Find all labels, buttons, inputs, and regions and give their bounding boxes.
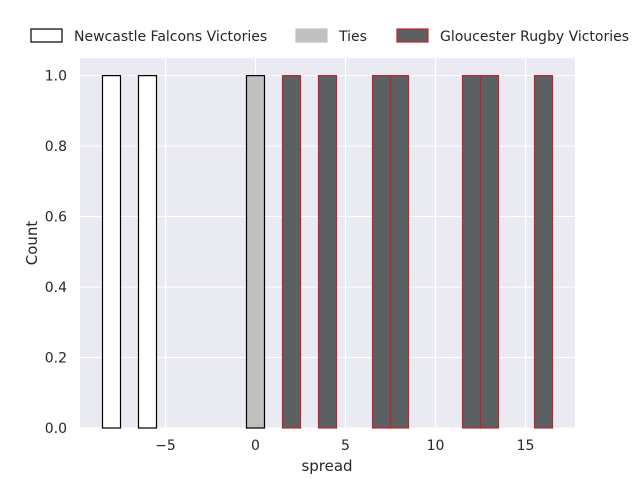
- bar-series-2: [389, 75, 410, 429]
- y-tick-label: 0.4: [45, 280, 67, 296]
- x-tick-label: 10: [427, 438, 445, 454]
- x-tick-label: −5: [155, 438, 176, 454]
- bar-series-0: [101, 75, 122, 429]
- legend-swatch-newcastle: [30, 28, 63, 43]
- bar-series-2: [281, 75, 302, 429]
- legend-label-gloucester: Gloucester Rugby Victories: [440, 29, 629, 45]
- y-tick-label: 0.2: [45, 351, 67, 367]
- x-tick-label: 0: [251, 438, 260, 454]
- legend-label-newcastle: Newcastle Falcons Victories: [74, 29, 267, 45]
- bar-series-2: [479, 75, 500, 429]
- y-tick-label: 0.8: [45, 139, 67, 155]
- x-tick-label: 5: [341, 438, 350, 454]
- x-tick-labels: −5 0 5 10 15: [155, 438, 534, 454]
- legend-label-ties: Ties: [338, 29, 367, 45]
- x-axis-label: spread: [301, 457, 352, 475]
- bar-series-2: [461, 75, 482, 429]
- bar-series-2: [371, 75, 392, 429]
- bar-series-1: [245, 75, 266, 429]
- x-tick-label: 15: [517, 438, 535, 454]
- y-tick-label: 1.0: [45, 69, 67, 85]
- legend: Newcastle Falcons Victories Ties Glouces…: [30, 28, 629, 45]
- legend-swatch-gloucester: [396, 28, 429, 43]
- bar-series-2: [317, 75, 338, 429]
- legend-swatch-ties: [295, 28, 328, 43]
- bars: [101, 75, 554, 429]
- y-tick-label: 0.6: [45, 210, 67, 226]
- y-tick-labels: 0.0 0.2 0.4 0.6 0.8 1.0: [45, 69, 67, 437]
- bar-series-2: [533, 75, 554, 429]
- y-tick-label: 0.0: [45, 421, 67, 437]
- y-axis-label: Count: [23, 221, 41, 266]
- bar-series-0: [137, 75, 158, 429]
